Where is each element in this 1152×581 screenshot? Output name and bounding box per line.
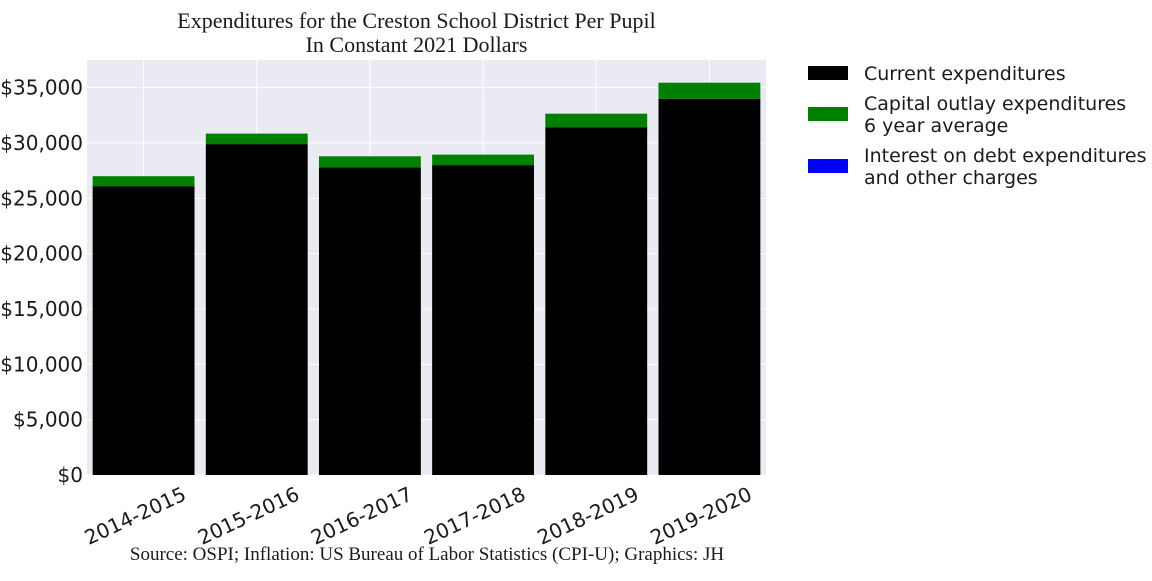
y-tick-label: $25,000 xyxy=(0,186,83,210)
plot-area xyxy=(87,60,766,475)
legend-label: and other charges xyxy=(864,167,1038,189)
bar-series-0 xyxy=(92,186,195,475)
bar-series-1 xyxy=(92,176,195,187)
legend-swatch xyxy=(808,107,848,121)
bar-series-0 xyxy=(658,98,761,475)
y-tick-label: $30,000 xyxy=(0,131,83,155)
bar-series-0 xyxy=(318,167,421,475)
bar-series-1 xyxy=(318,156,421,168)
bar-series-0 xyxy=(432,165,535,475)
x-tick-label: 2015-2016 xyxy=(194,482,303,550)
legend-swatch xyxy=(808,66,848,80)
x-tick-label: 2018-2019 xyxy=(533,482,642,550)
y-tick-label: $0 xyxy=(58,463,83,487)
legend-swatch xyxy=(808,159,848,173)
y-tick-label: $5,000 xyxy=(13,408,83,432)
x-tick-label: 2016-2017 xyxy=(307,482,416,550)
legend-label: Current expenditures xyxy=(864,63,1066,85)
bar-series-1 xyxy=(432,154,535,166)
source-note: Source: OSPI; Inflation: US Bureau of La… xyxy=(130,544,724,565)
legend-label: 6 year average xyxy=(864,115,1008,137)
y-tick-label: $20,000 xyxy=(0,242,83,266)
bar-series-1 xyxy=(205,133,308,145)
chart-title-line: In Constant 2021 Dollars xyxy=(306,32,528,57)
x-tick-label: 2014-2015 xyxy=(81,482,190,550)
legend-entry: Current expenditures xyxy=(864,63,1066,85)
legend-label: Interest on debt expenditures xyxy=(864,145,1146,167)
bar-series-1 xyxy=(545,113,648,128)
bar-series-0 xyxy=(205,144,308,475)
chart-title-line: Expenditures for the Creston School Dist… xyxy=(177,8,655,33)
x-tick-label: 2017-2018 xyxy=(420,482,529,550)
legend-label: Capital outlay expenditures xyxy=(864,93,1126,115)
y-tick-label: $10,000 xyxy=(0,352,83,376)
bar-series-0 xyxy=(545,127,648,476)
bar-series-1 xyxy=(658,82,761,99)
y-tick-label: $35,000 xyxy=(0,76,83,100)
y-tick-label: $15,000 xyxy=(0,297,83,321)
x-tick-label: 2019-2020 xyxy=(647,482,756,550)
